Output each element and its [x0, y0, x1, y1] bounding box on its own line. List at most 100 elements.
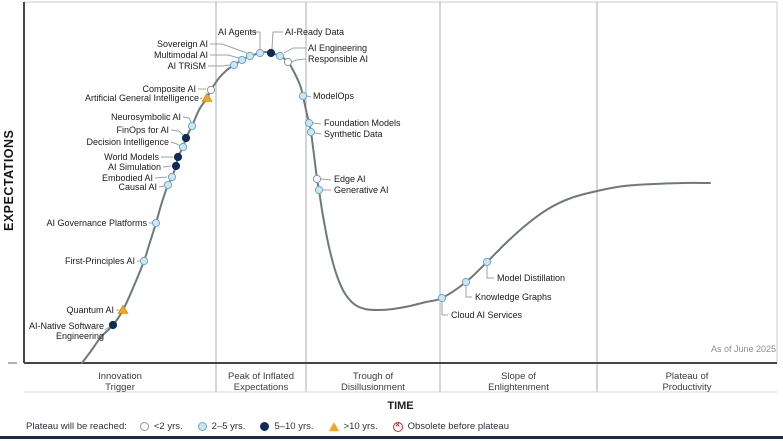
point-foundation-models [304, 118, 314, 128]
connector-model-distillation [486, 266, 494, 279]
connector-ai-engineering [283, 47, 306, 54]
label-world-models: World Models [104, 152, 159, 162]
label-composite-ai: Composite AI [142, 84, 196, 94]
label-causal-ai: Causal AI [118, 182, 157, 192]
legend-item-n510: 5–10 yrs. [260, 421, 314, 432]
label-generative-ai: Generative AI [334, 185, 389, 195]
connector-causal-ai [158, 185, 165, 188]
connector-decision-intelligence [170, 141, 181, 147]
footer-divider-bar [0, 436, 783, 439]
phase-label-slope-of-enlightenment: Slope of Enlightenment [488, 371, 549, 393]
connector-ai-trism [208, 64, 231, 67]
connector-edge-ai [320, 178, 332, 181]
label-multimodal-ai: Multimodal AI [154, 50, 208, 60]
point-ai-simulation [171, 161, 181, 171]
x-axis-label: TIME [387, 400, 414, 412]
phase-label-innovation-trigger: Innovation Trigger [98, 371, 142, 393]
label-quantum-ai: Quantum AI [66, 305, 114, 315]
connector-finops-for-ai [170, 129, 184, 136]
point-world-models [173, 152, 183, 162]
point-knowledge-graphs [461, 277, 471, 287]
point-ai-engineering [275, 51, 285, 61]
point-artificial-general-intelligence [201, 92, 213, 102]
connector-embodied-ai [154, 176, 168, 179]
point-ai-trism [229, 60, 239, 70]
legend-label-n510: 5–10 yrs. [274, 421, 314, 432]
legend-marker-circle-white-icon [139, 422, 149, 431]
as-of-date: As of June 2025 [710, 344, 776, 354]
point-ai-ready-data [266, 48, 276, 58]
legend-items: <2 yrs. 2–5 yrs. 5–10 yrs. >10 yrs. ✕ Obsolet… [139, 421, 524, 432]
connector-sovereign-ai [210, 43, 248, 54]
connector-responsible-ai [291, 58, 307, 63]
connector-neurosymbolic-ai [182, 116, 192, 123]
point-decision-intelligence [178, 142, 188, 152]
label-ai-simulation: AI Simulation [108, 162, 161, 172]
label-ai-governance-platforms: AI Governance Platforms [46, 218, 147, 228]
point-quantum-ai [117, 304, 129, 314]
point-edge-ai [312, 174, 322, 184]
label-responsible-ai: Responsible AI [308, 54, 368, 64]
point-ai-agents [255, 48, 265, 58]
label-ai-trism: AI TRiSM [168, 61, 206, 71]
phase-label-plateau-of-productivity: Plateau of Productivity [662, 371, 711, 393]
connector-ai-ready-data [271, 31, 283, 50]
legend-label-lt2: <2 yrs. [153, 421, 183, 432]
label-finops-for-ai: FinOps for AI [116, 125, 169, 135]
point-model-distillation [482, 257, 492, 267]
point-causal-ai [163, 180, 173, 190]
connector-ai-native-software-engineering [104, 326, 110, 331]
point-composite-ai [206, 85, 216, 95]
connector-ai-agents [250, 31, 261, 49]
label-ai-engineering: AI Engineering [308, 43, 367, 53]
label-ai-ready-data: AI-Ready Data [285, 27, 344, 37]
connector-cloud-ai-services [441, 302, 448, 316]
legend-label-b25: 2–5 yrs. [211, 421, 246, 432]
legend-marker-triangle-amber-icon [328, 422, 339, 431]
label-first-principles-ai: First-Principles AI [65, 256, 135, 266]
label-edge-ai: Edge AI [334, 174, 366, 184]
point-finops-for-ai [181, 133, 191, 143]
legend-label-t10: >10 yrs. [343, 421, 378, 432]
legend-label-obs: Obsolete before plateau [407, 421, 509, 432]
point-modelops [298, 91, 308, 101]
connector-knowledge-graphs [465, 286, 472, 298]
label-ai-native-software-engineering: AI-Native Software Engineering [29, 321, 104, 341]
legend: Plateau will be reached: <2 yrs. 2–5 yrs.… [26, 420, 524, 433]
legend-marker-circle-navy-icon [260, 422, 270, 431]
point-neurosymbolic-ai [187, 121, 197, 131]
legend-marker-circle-light-blue-icon [197, 422, 207, 431]
connector-ai-simulation [162, 165, 172, 168]
label-cloud-ai-services: Cloud AI Services [451, 310, 523, 320]
point-ai-native-software-engineering [108, 320, 118, 330]
label-modelops: ModelOps [313, 91, 355, 101]
legend-item-obs: ✕ Obsolete before plateau [392, 421, 509, 432]
point-first-principles-ai [139, 256, 149, 266]
point-generative-ai [314, 185, 324, 195]
label-ai-agents: AI Agents [218, 27, 257, 37]
legend-marker-crossed-red-icon: ✕ [392, 421, 403, 432]
label-model-distillation: Model Distillation [497, 273, 565, 283]
point-ai-governance-platforms [151, 218, 161, 228]
connector-foundation-models [312, 122, 322, 125]
point-embodied-ai [167, 172, 177, 182]
label-artificial-general-intelligence: Artificial General Intelligence [85, 93, 199, 103]
legend-item-t10: >10 yrs. [328, 421, 378, 432]
connector-synthetic-data [314, 132, 322, 135]
label-embodied-ai: Embodied AI [102, 173, 153, 183]
point-synthetic-data [306, 127, 316, 137]
connector-modelops [306, 95, 312, 98]
y-axis-label: EXPECTATIONS [2, 129, 16, 231]
legend-item-lt2: <2 yrs. [139, 421, 183, 432]
connector-artificial-general-intelligence [199, 97, 203, 100]
connector-multimodal-ai [210, 54, 240, 59]
point-cloud-ai-services [437, 293, 447, 303]
phase-label-trough-of-disillusionment: Trough of Disillusionment [341, 371, 405, 393]
label-synthetic-data: Synthetic Data [324, 129, 383, 139]
label-sovereign-ai: Sovereign AI [157, 39, 208, 49]
point-responsible-ai [283, 57, 293, 67]
label-foundation-models: Foundation Models [324, 118, 401, 128]
legend-item-b25: 2–5 yrs. [197, 421, 246, 432]
